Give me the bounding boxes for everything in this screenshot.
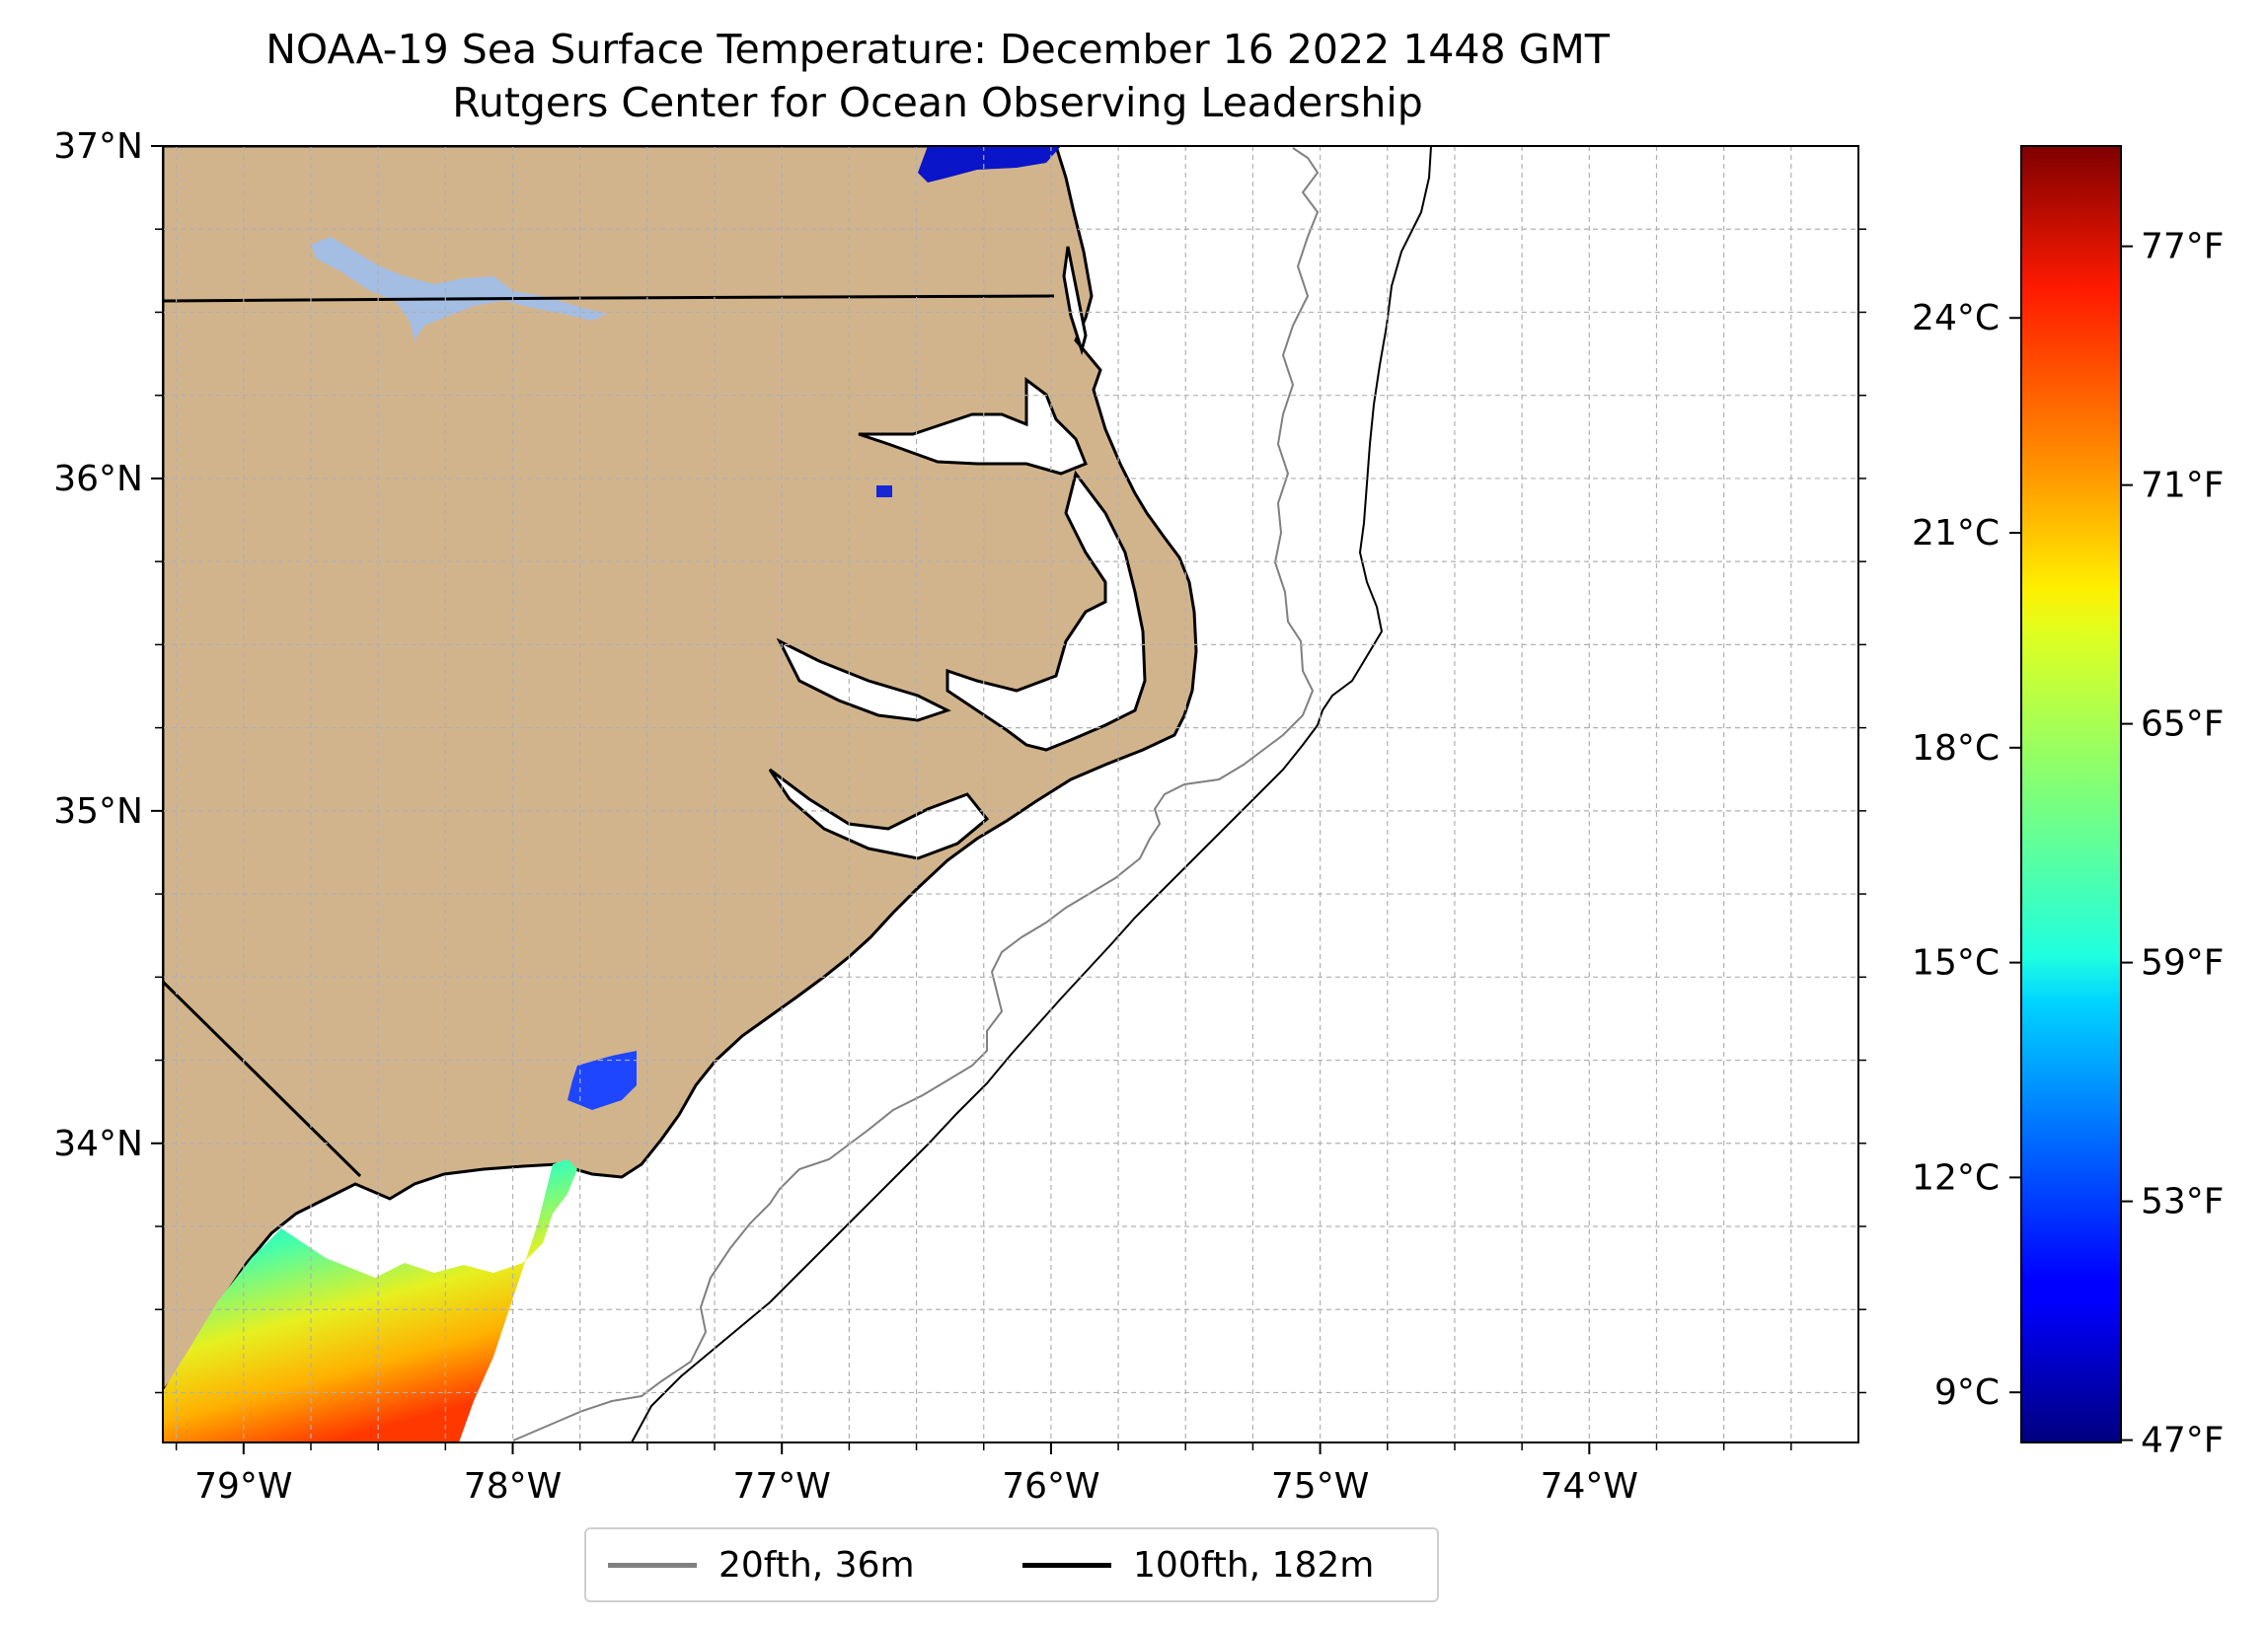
colorbar-celsius-label: 18°C <box>1912 728 2000 769</box>
albemarle-sound <box>858 377 1088 476</box>
colorbar-fahrenheit-label: 53°F <box>2141 1182 2225 1222</box>
lon-tick-label: 76°W <box>1002 1466 1099 1507</box>
chart-subtitle: Rutgers Center for Ocean Observing Leade… <box>452 79 1423 126</box>
sst-data-south <box>163 1159 577 1442</box>
lat-tick-label: 37°N <box>53 126 143 167</box>
legend: 20fth, 36m 100fth, 182m <box>584 1527 1439 1602</box>
sst-data-northeast-patch <box>918 146 1061 183</box>
outer-banks-lagoon <box>1062 246 1088 356</box>
colorbar-fahrenheit-label: 77°F <box>2141 227 2225 267</box>
latitude-axis: 37°N 36°N 35°N 34°N <box>53 126 1866 1394</box>
isobath-100fth <box>631 146 1432 1442</box>
legend-label-20fth: 20fth, 36m <box>718 1544 915 1586</box>
pamlico-river <box>776 637 951 722</box>
colorbar-celsius-label: 24°C <box>1912 298 2000 338</box>
legend-item-100fth: 100fth, 182m <box>1022 1529 1374 1600</box>
state-border-va-nc <box>163 294 1055 303</box>
colorbar-celsius-label: 15°C <box>1912 943 2000 984</box>
sst-data-north-patch <box>567 1051 637 1110</box>
colorbar-fahrenheit-label: 59°F <box>2141 943 2225 984</box>
pamlico-sound <box>945 470 1147 752</box>
colorbar-fahrenheit-axis: 77°F 71°F 65°F 59°F 53°F 47°F <box>2121 227 2225 1461</box>
colorbar-celsius-label: 21°C <box>1912 513 2000 554</box>
lat-tick-label: 35°N <box>53 791 143 832</box>
colorbar-celsius-label: 12°C <box>1912 1157 2000 1198</box>
lat-tick-label: 34°N <box>53 1124 143 1164</box>
chart-title: NOAA-19 Sea Surface Temperature: Decembe… <box>265 26 1610 73</box>
legend-label-100fth: 100fth, 182m <box>1133 1544 1375 1586</box>
lat-tick-label: 36°N <box>53 459 143 499</box>
lon-tick-label: 78°W <box>464 1466 562 1507</box>
lake <box>311 237 607 340</box>
colorbar-celsius-label: 9°C <box>1934 1372 2000 1413</box>
colorbar-fahrenheit-label: 65°F <box>2141 704 2225 745</box>
colorbar-celsius-axis: 24°C 21°C 18°C 15°C 12°C 9°C <box>1912 298 2021 1413</box>
lon-tick-label: 77°W <box>733 1466 831 1507</box>
longitude-axis: 79°W 78°W 77°W 76°W 75°W 74°W <box>175 1442 1792 1507</box>
legend-swatch-grey <box>608 1562 697 1568</box>
lon-tick-label: 74°W <box>1541 1466 1638 1507</box>
sst-data-pixel <box>876 485 892 497</box>
colorbar-fahrenheit-label: 47°F <box>2141 1421 2225 1461</box>
colorbar <box>2020 145 2122 1443</box>
legend-swatch-black <box>1022 1562 1111 1568</box>
colorbar-fahrenheit-label: 71°F <box>2141 466 2225 506</box>
map-frame <box>162 145 1859 1443</box>
legend-item-20fth: 20fth, 36m <box>608 1529 915 1600</box>
lon-tick-label: 75°W <box>1271 1466 1369 1507</box>
isobath-20fth <box>512 147 1320 1441</box>
lon-tick-label: 79°W <box>194 1466 292 1507</box>
gridlines <box>163 146 1858 1442</box>
